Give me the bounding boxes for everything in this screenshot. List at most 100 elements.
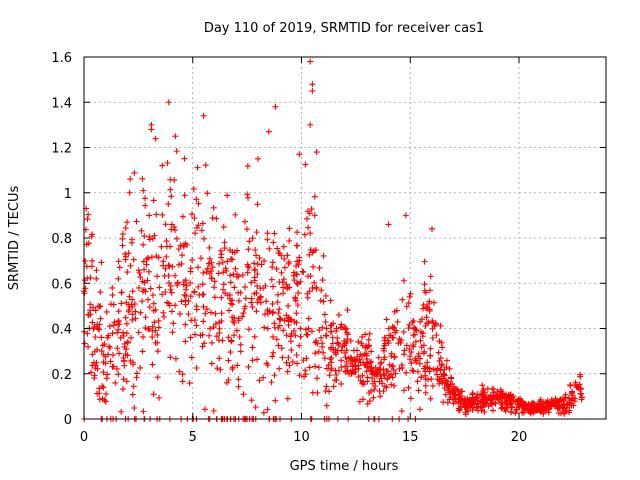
data-point (280, 284, 287, 291)
data-point (142, 202, 149, 209)
data-point (179, 371, 186, 378)
data-point (248, 295, 255, 302)
data-point (408, 360, 415, 367)
data-point (84, 216, 91, 223)
data-point (284, 395, 291, 402)
data-point (302, 161, 309, 168)
data-point (378, 375, 385, 382)
data-point (198, 227, 205, 234)
data-point (165, 201, 172, 208)
data-point (97, 315, 104, 322)
data-point (192, 331, 199, 338)
data-point (319, 343, 326, 350)
data-point (240, 310, 247, 317)
data-point (116, 350, 123, 357)
data-point (422, 382, 429, 389)
data-point (225, 357, 232, 364)
data-point (312, 363, 319, 370)
data-point (306, 251, 313, 258)
data-point (154, 374, 161, 381)
data-point (410, 368, 417, 375)
data-point (294, 242, 301, 249)
data-point (513, 406, 520, 413)
y-tick-label: 1.2 (51, 142, 72, 157)
data-point (110, 363, 117, 370)
data-point (275, 324, 282, 331)
data-point (162, 289, 169, 296)
data-point (89, 319, 96, 326)
data-point (276, 306, 283, 313)
data-point (465, 398, 472, 405)
data-point (227, 295, 234, 302)
data-point (320, 252, 327, 259)
data-point (156, 284, 163, 291)
data-point (237, 341, 244, 348)
y-axis-label: SRMTID / TECUs (7, 186, 22, 291)
data-point (89, 351, 96, 358)
data-point (103, 375, 110, 382)
data-point (96, 303, 103, 310)
data-point (208, 309, 215, 316)
data-point (179, 213, 186, 220)
data-point (302, 326, 309, 333)
data-point (269, 283, 276, 290)
data-point (323, 383, 330, 390)
data-point (118, 300, 125, 307)
data-point (168, 289, 175, 296)
data-point (231, 284, 238, 291)
data-point (148, 126, 155, 133)
data-point (186, 380, 193, 387)
data-point (225, 307, 232, 314)
data-point (232, 211, 239, 218)
data-point (209, 264, 216, 271)
data-point (222, 265, 229, 272)
data-point (195, 200, 202, 207)
data-point (427, 345, 434, 352)
data-point (399, 364, 406, 371)
data-point (204, 306, 211, 313)
data-point (394, 318, 401, 325)
data-point (152, 306, 159, 313)
data-point (229, 314, 236, 321)
data-point (119, 231, 126, 238)
data-point (293, 310, 300, 317)
data-point (115, 275, 122, 282)
data-point (287, 316, 294, 323)
data-point (260, 285, 267, 292)
data-point (520, 405, 527, 412)
data-point (224, 192, 231, 199)
data-point (435, 349, 442, 356)
data-point (280, 276, 287, 283)
data-point (420, 301, 427, 308)
data-point (118, 408, 125, 415)
data-point (159, 291, 166, 298)
data-point (311, 279, 318, 286)
data-point (221, 245, 228, 252)
data-point (293, 352, 300, 359)
data-point (176, 310, 183, 317)
data-point (275, 310, 282, 317)
data-point (295, 261, 302, 268)
data-point (249, 344, 256, 351)
data-point (527, 407, 534, 414)
data-point (181, 291, 188, 298)
data-point (315, 348, 322, 355)
data-point (384, 376, 391, 383)
data-point (169, 308, 175, 315)
data-point (166, 279, 173, 286)
data-point (156, 394, 163, 401)
data-point (245, 246, 252, 253)
data-point (211, 284, 218, 291)
data-point (145, 254, 152, 261)
data-point (278, 345, 285, 352)
data-point (313, 337, 320, 344)
data-point (437, 366, 444, 373)
data-point (207, 325, 214, 332)
data-point (391, 382, 398, 389)
data-point (271, 230, 278, 237)
data-point (293, 280, 300, 287)
data-point (438, 362, 445, 369)
data-point (181, 155, 188, 162)
data-point (431, 299, 438, 306)
data-point (92, 365, 99, 372)
